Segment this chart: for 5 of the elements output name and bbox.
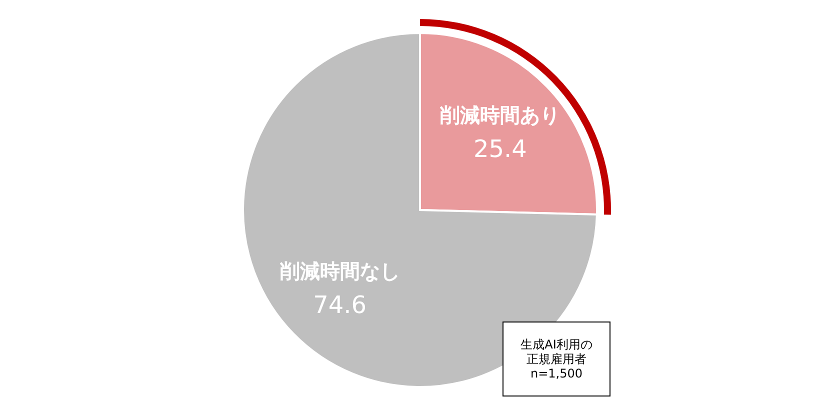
slice-label: 削減時間あり	[439, 102, 560, 127]
data-label: 25.4	[473, 134, 527, 163]
text: n=1,500	[530, 366, 583, 381]
data-label: 74.6	[313, 291, 367, 320]
slice-label: 削減時間なし	[278, 259, 400, 284]
